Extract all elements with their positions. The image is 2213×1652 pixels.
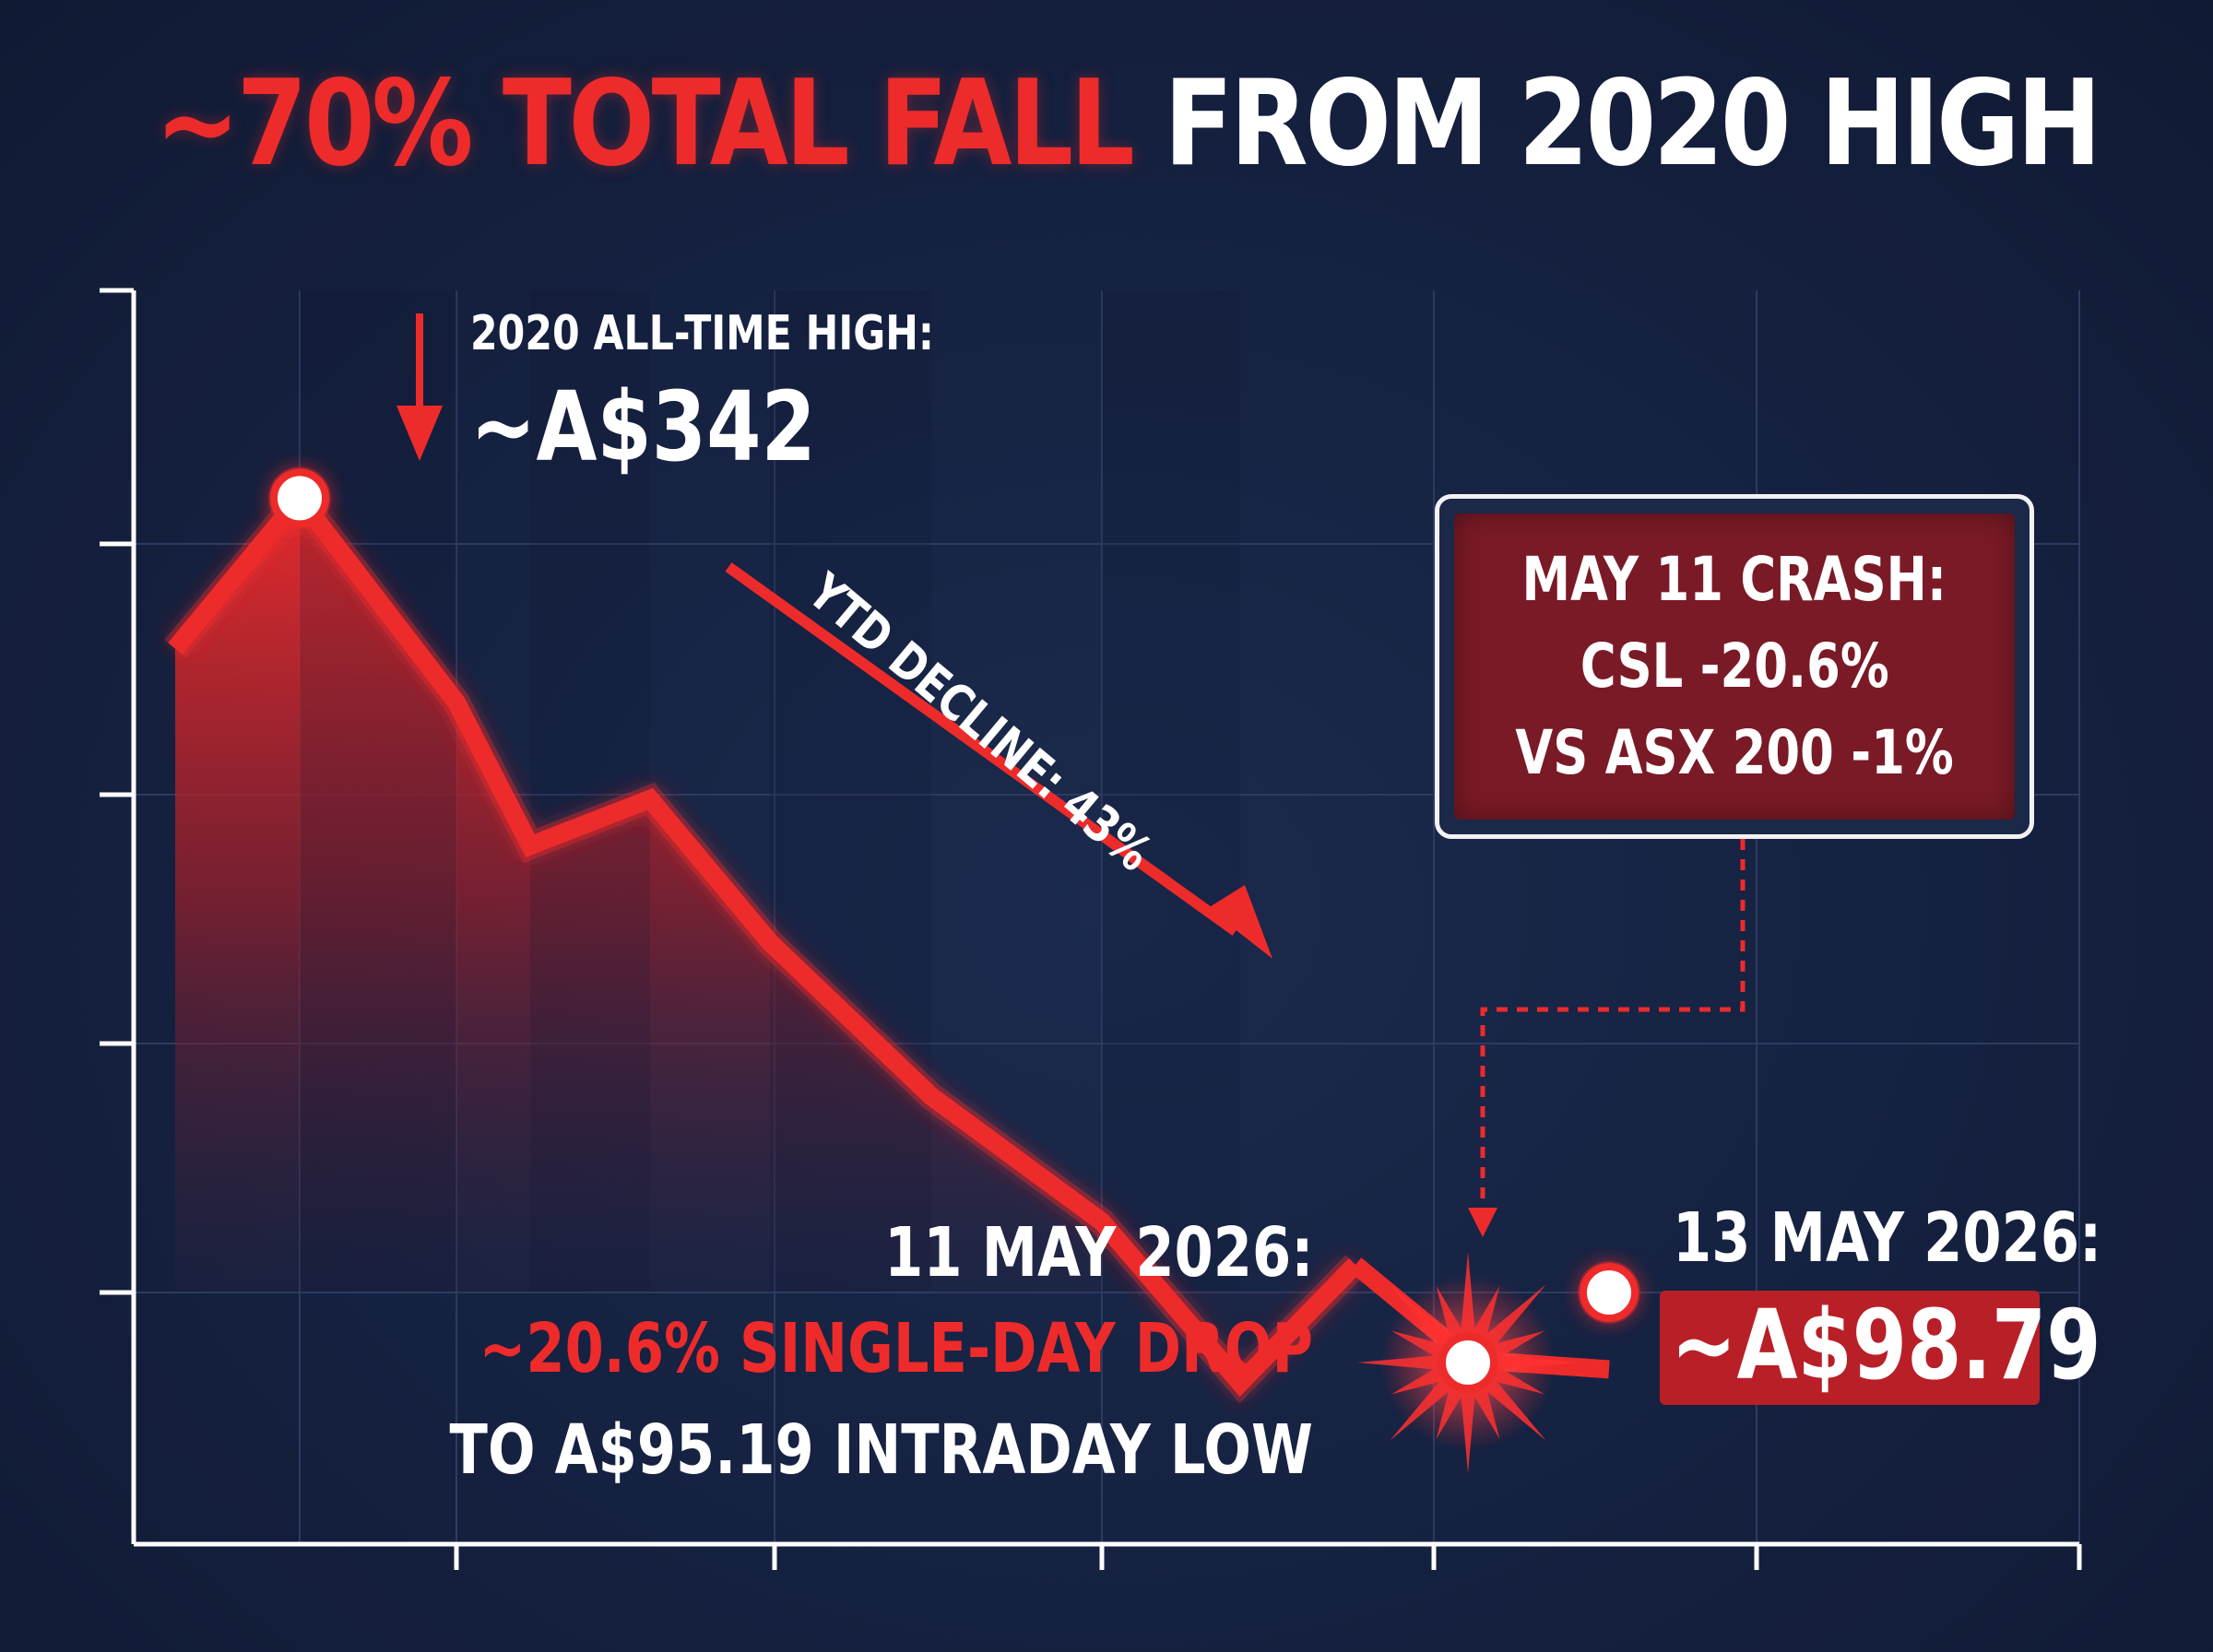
end-value: ~A$98.79 bbox=[1671, 1289, 2101, 1401]
ytd-arrow-shaft bbox=[725, 562, 1239, 936]
crash-title: MAY 11 CRASH: bbox=[1521, 544, 1947, 615]
crash-callout: MAY 11 CRASH: CSL -20.6% VS ASX 200 -1% bbox=[1435, 494, 2034, 839]
chart-title: ~70% TOTAL FALL FROM 2020 HIGH bbox=[155, 55, 2101, 193]
area-stripe-2 bbox=[770, 290, 931, 1291]
ath-label: 2020 ALL-TIME HIGH: bbox=[470, 306, 934, 361]
drop-pct: ~20.6% SINGLE-DAY DROP bbox=[479, 1309, 1313, 1388]
area-stripe-1 bbox=[530, 290, 650, 1291]
points bbox=[268, 466, 1640, 1394]
crash-asx: VS ASX 200 -1% bbox=[1515, 717, 1954, 788]
intraday-low-point bbox=[1438, 1333, 1497, 1392]
series-line bbox=[168, 483, 1363, 1397]
title-highlight: ~70% TOTAL FALL bbox=[155, 55, 1135, 193]
ath-point bbox=[270, 468, 329, 528]
title-rest: FROM 2020 HIGH bbox=[1164, 55, 2101, 193]
end-point bbox=[1580, 1263, 1639, 1322]
drop-low: TO A$95.19 INTRADAY LOW bbox=[449, 1410, 1313, 1490]
end-date: 13 MAY 2026: bbox=[1673, 1198, 2102, 1278]
ath-value: ~A$342 bbox=[470, 371, 816, 483]
drop-date: 11 MAY 2026: bbox=[883, 1213, 1313, 1292]
callout-connector bbox=[1480, 839, 1746, 1217]
ytd-arrow-head bbox=[1208, 885, 1272, 959]
ath-arrow-head bbox=[396, 406, 443, 461]
callout-connector-head bbox=[1468, 1208, 1497, 1237]
decorations bbox=[396, 313, 1746, 1473]
area-stripe-3 bbox=[1102, 290, 1240, 1291]
end-value-badge bbox=[1660, 1291, 2040, 1405]
crash-csl: CSL -20.6% bbox=[1580, 631, 1889, 702]
area-stripe-0 bbox=[300, 290, 456, 1291]
